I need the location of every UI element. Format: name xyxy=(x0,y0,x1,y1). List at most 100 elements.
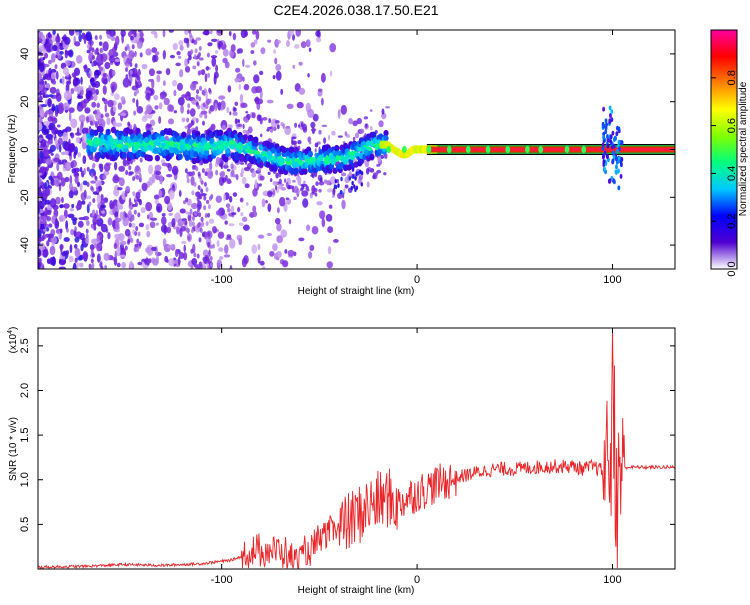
spectrogram-streak-cell xyxy=(191,190,195,196)
spectrogram-noise-cell xyxy=(116,262,121,268)
spectrogram-streak-cell xyxy=(124,245,128,251)
spectrogram-streak-cell xyxy=(131,44,135,50)
spectrogram-noise-cell xyxy=(111,69,116,77)
spectrogram-noise-cell xyxy=(119,254,126,258)
spectrogram-ridge-cell xyxy=(105,128,111,136)
spectrogram-streak-cell xyxy=(138,241,142,247)
spectrogram-noise-cell xyxy=(54,110,59,118)
spectrogram-noise-cell xyxy=(259,260,265,266)
spectrogram-noise-cell xyxy=(103,252,110,261)
spectrogram-streak-cell xyxy=(186,42,190,48)
spectrogram-noise-cell xyxy=(168,212,173,216)
spectrogram-noise-cell xyxy=(181,240,187,245)
spectrogram-noise-cell xyxy=(228,30,232,37)
spectrogram-noise-cell xyxy=(158,189,163,198)
spectrogram-noise-cell xyxy=(381,108,385,115)
spectrogram-core-cell xyxy=(135,142,142,147)
spectrogram-ridge-cell xyxy=(383,135,389,142)
spectrogram-noise-cell xyxy=(95,111,103,122)
colorbar-gradient xyxy=(711,30,737,269)
spectrogram-core-cell xyxy=(317,156,323,161)
spectrogram-noise-cell xyxy=(75,54,83,64)
spectrogram-noise-cell xyxy=(369,109,373,112)
spectrogram-noise-cell xyxy=(337,135,343,138)
spectrogram-noise-cell xyxy=(145,92,151,101)
spectrogram-noise-cell xyxy=(276,235,283,244)
spectrogram-noise-cell xyxy=(38,72,42,83)
spectrogram-noise-cell xyxy=(285,181,289,188)
spectrogram-noise-cell xyxy=(150,217,158,221)
spectrogram-noise-cell xyxy=(278,178,282,185)
spectrogram-streak-cell xyxy=(95,57,99,63)
spectrogram-y-tick-label: 20 xyxy=(19,96,31,108)
spectrogram-streak-cell xyxy=(98,163,102,169)
spectrogram-noise-cell xyxy=(315,30,320,37)
colorbar-tick-label: 0.4 xyxy=(726,166,738,181)
spectrogram-noise-cell xyxy=(69,132,73,137)
spectrogram-streak-cell xyxy=(195,94,199,100)
spectrogram-streak-cell xyxy=(207,265,211,269)
spectrogram-noise-cell xyxy=(259,175,265,181)
spectrogram-plume-cell xyxy=(608,178,612,184)
spectrogram-noise-cell xyxy=(154,199,160,205)
spectrogram-noise-cell xyxy=(47,31,51,39)
spectrogram-noise-cell xyxy=(58,259,66,266)
spectrogram-noise-cell xyxy=(239,197,244,203)
spectrogram-noise-cell xyxy=(151,246,157,252)
snr-multiplier: (x104) xyxy=(7,327,19,354)
spectrogram-plume-cell xyxy=(617,156,621,162)
spectrogram-ridge-cell xyxy=(121,152,127,159)
spectrogram-streak-cell xyxy=(197,185,201,191)
spectrogram-ridge-cell xyxy=(272,164,278,171)
spectrogram-noise-cell xyxy=(47,97,52,108)
spectrogram-streak-cell xyxy=(197,171,201,177)
spectrogram-noise-cell xyxy=(293,44,300,49)
spectrogram-noise-cell xyxy=(119,240,127,246)
spectrogram-streak-cell xyxy=(186,117,190,123)
spectrogram-core-cell xyxy=(248,149,254,154)
spectrogram-noise-cell xyxy=(64,50,68,59)
spectrogram-noise-cell xyxy=(318,181,325,186)
spectrogram-noise-cell xyxy=(167,118,175,125)
spectrogram-ridge-cell xyxy=(135,127,141,135)
spectrogram-streak-cell xyxy=(87,73,91,79)
spectrogram-core-cell xyxy=(373,143,379,148)
spectrogram-streak-cell xyxy=(136,174,140,180)
spectrogram-noise-cell xyxy=(96,253,101,263)
spectrogram-ridge-cell xyxy=(258,161,264,169)
spectrogram-noise-cell xyxy=(229,238,236,249)
spectrogram-streak-cell xyxy=(202,102,206,108)
spectrogram-streak-cell xyxy=(193,54,197,60)
spectrogram-noise-cell xyxy=(71,160,77,168)
spectrogram-noise-cell xyxy=(38,92,43,96)
spectrogram-noise-cell xyxy=(122,216,129,227)
spectrogram-streak-cell xyxy=(90,223,94,229)
spectrogram-noise-cell xyxy=(247,126,253,134)
spectrogram-streak-cell xyxy=(88,201,92,207)
spectrogram-streak-cell xyxy=(190,248,194,254)
spectrogram-noise-cell xyxy=(204,73,208,83)
colorbar-tick-label: 0.6 xyxy=(726,118,738,133)
spectrogram-noise-cell xyxy=(114,93,120,101)
spectrogram-noise-cell xyxy=(149,221,156,229)
spectrogram-noise-cell xyxy=(198,57,204,61)
spectrogram-noise-cell xyxy=(242,58,245,67)
spectrogram-noise-cell xyxy=(39,62,45,73)
spectrogram-noise-cell xyxy=(158,102,163,110)
spectrogram-carrier-cell xyxy=(525,145,530,154)
spectrogram-noise-cell xyxy=(38,31,44,39)
spectrogram-noise-cell xyxy=(354,132,360,139)
spectrogram-noise-cell xyxy=(302,198,309,208)
spectrogram-noise-cell xyxy=(56,162,60,172)
spectrogram-noise-cell xyxy=(250,50,255,54)
spectrogram-noise-cell xyxy=(217,101,222,111)
spectrogram-noise-cell xyxy=(210,123,216,131)
spectrogram-noise-cell xyxy=(45,158,53,165)
spectrogram-streak-cell xyxy=(86,116,90,122)
spectrogram-noise-cell xyxy=(55,217,58,227)
spectrogram-plume-cell xyxy=(603,166,606,172)
spectrogram-streak-cell xyxy=(206,52,210,58)
spectrogram-noise-cell xyxy=(242,224,250,231)
spectrogram-noise-cell xyxy=(146,123,152,128)
spectrogram-noise-cell xyxy=(366,181,370,188)
